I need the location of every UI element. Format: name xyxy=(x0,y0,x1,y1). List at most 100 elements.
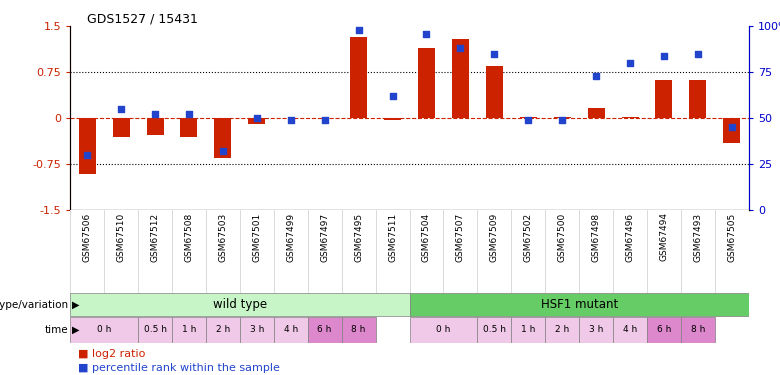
Bar xyxy=(180,118,197,136)
Point xyxy=(285,117,297,123)
Bar xyxy=(79,118,96,174)
Text: genotype/variation: genotype/variation xyxy=(0,300,69,310)
Text: 4 h: 4 h xyxy=(284,326,298,334)
Text: GSM67496: GSM67496 xyxy=(626,213,635,262)
Text: 1 h: 1 h xyxy=(521,326,535,334)
Bar xyxy=(410,317,477,343)
Text: ▶: ▶ xyxy=(72,300,80,310)
Text: GSM67509: GSM67509 xyxy=(490,213,499,262)
Bar xyxy=(248,118,265,124)
Text: 1 h: 1 h xyxy=(182,326,196,334)
Text: GSM67512: GSM67512 xyxy=(151,213,160,262)
Text: 8 h: 8 h xyxy=(691,326,705,334)
Text: ■ percentile rank within the sample: ■ percentile rank within the sample xyxy=(78,363,280,373)
Text: 4 h: 4 h xyxy=(623,326,637,334)
Bar xyxy=(587,108,604,118)
Text: GSM67495: GSM67495 xyxy=(354,213,363,262)
Bar xyxy=(206,317,240,343)
Text: GSM67494: GSM67494 xyxy=(659,213,668,261)
Text: GSM67510: GSM67510 xyxy=(116,213,126,262)
Bar xyxy=(410,293,749,316)
Point xyxy=(692,51,704,57)
Bar xyxy=(342,317,376,343)
Point xyxy=(217,148,229,154)
Bar xyxy=(172,317,206,343)
Text: 6 h: 6 h xyxy=(657,326,671,334)
Text: 8 h: 8 h xyxy=(352,326,366,334)
Bar xyxy=(512,317,545,343)
Point xyxy=(250,115,263,121)
Point xyxy=(658,53,670,58)
Text: GSM67500: GSM67500 xyxy=(558,213,567,262)
Text: 0.5 h: 0.5 h xyxy=(144,326,166,334)
Bar xyxy=(622,117,639,118)
Bar xyxy=(655,80,672,118)
Text: ■ log2 ratio: ■ log2 ratio xyxy=(78,350,145,359)
Text: 3 h: 3 h xyxy=(589,326,603,334)
Text: GSM67498: GSM67498 xyxy=(591,213,601,262)
Bar xyxy=(112,118,129,136)
Point xyxy=(81,152,94,158)
Point xyxy=(318,117,331,123)
Point xyxy=(590,73,602,79)
Bar xyxy=(452,39,469,118)
Bar xyxy=(554,117,571,118)
Point xyxy=(522,117,534,123)
Point xyxy=(624,60,636,66)
Bar xyxy=(138,317,172,343)
Text: GSM67504: GSM67504 xyxy=(422,213,431,262)
Text: 0 h: 0 h xyxy=(436,326,451,334)
Bar xyxy=(647,317,681,343)
Point xyxy=(556,117,569,123)
Point xyxy=(353,27,365,33)
Bar xyxy=(681,317,714,343)
Bar xyxy=(307,317,342,343)
Text: GDS1527 / 15431: GDS1527 / 15431 xyxy=(87,12,198,25)
Text: GSM67497: GSM67497 xyxy=(320,213,329,262)
Text: 0 h: 0 h xyxy=(97,326,112,334)
Text: 0.5 h: 0.5 h xyxy=(483,326,505,334)
Bar xyxy=(477,317,512,343)
Text: GSM67501: GSM67501 xyxy=(252,213,261,262)
Text: GSM67506: GSM67506 xyxy=(83,213,92,262)
Text: time: time xyxy=(45,325,69,335)
Point xyxy=(115,106,127,112)
Point xyxy=(386,93,399,99)
Point xyxy=(488,51,501,57)
Bar xyxy=(486,66,503,118)
Text: ▶: ▶ xyxy=(72,325,80,335)
Text: GSM67493: GSM67493 xyxy=(693,213,703,262)
Text: HSF1 mutant: HSF1 mutant xyxy=(541,298,618,311)
Bar xyxy=(579,317,613,343)
Text: GSM67511: GSM67511 xyxy=(388,213,397,262)
Text: GSM67503: GSM67503 xyxy=(218,213,228,262)
Text: 6 h: 6 h xyxy=(317,326,332,334)
Bar xyxy=(519,117,537,118)
Bar xyxy=(723,118,740,142)
Bar xyxy=(384,118,401,120)
Text: GSM67508: GSM67508 xyxy=(184,213,193,262)
Point xyxy=(725,124,738,130)
Text: GSM67502: GSM67502 xyxy=(523,213,533,262)
Text: 3 h: 3 h xyxy=(250,326,264,334)
Text: GSM67499: GSM67499 xyxy=(286,213,296,262)
Bar xyxy=(70,317,138,343)
Bar xyxy=(418,48,435,118)
Point xyxy=(149,111,161,117)
Point xyxy=(454,45,466,51)
Bar xyxy=(274,317,308,343)
Bar xyxy=(690,80,707,118)
Bar xyxy=(215,118,232,158)
Text: 2 h: 2 h xyxy=(555,326,569,334)
Text: GSM67505: GSM67505 xyxy=(727,213,736,262)
Text: GSM67507: GSM67507 xyxy=(456,213,465,262)
Bar xyxy=(613,317,647,343)
Bar xyxy=(240,317,274,343)
Bar xyxy=(545,317,579,343)
Bar xyxy=(70,293,410,316)
Bar xyxy=(147,118,164,135)
Text: 2 h: 2 h xyxy=(216,326,230,334)
Point xyxy=(183,111,195,117)
Text: wild type: wild type xyxy=(213,298,267,311)
Point xyxy=(420,31,433,37)
